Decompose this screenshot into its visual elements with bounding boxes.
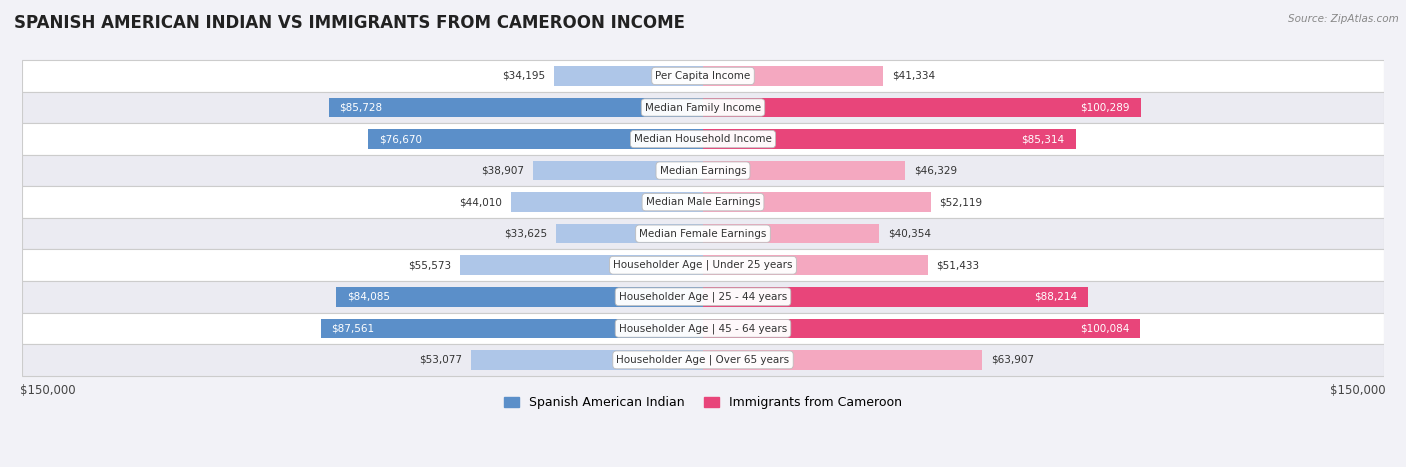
Bar xyxy=(22,155,1384,186)
Bar xyxy=(22,186,1384,218)
Text: $34,195: $34,195 xyxy=(502,71,546,81)
Text: $44,010: $44,010 xyxy=(460,197,502,207)
Bar xyxy=(336,287,703,306)
Text: $46,329: $46,329 xyxy=(914,166,957,176)
Text: Householder Age | Over 65 years: Householder Age | Over 65 years xyxy=(616,354,790,365)
Text: $33,625: $33,625 xyxy=(505,229,547,239)
Bar xyxy=(703,161,905,180)
Text: $55,573: $55,573 xyxy=(409,260,451,270)
Bar xyxy=(703,192,931,212)
Bar xyxy=(554,66,703,86)
Bar xyxy=(533,161,703,180)
Text: $51,433: $51,433 xyxy=(936,260,980,270)
Text: $52,119: $52,119 xyxy=(939,197,983,207)
Bar xyxy=(510,192,703,212)
Bar xyxy=(22,92,1384,123)
Legend: Spanish American Indian, Immigrants from Cameroon: Spanish American Indian, Immigrants from… xyxy=(499,391,907,414)
Bar xyxy=(329,98,703,117)
Bar xyxy=(703,224,879,243)
Text: $100,289: $100,289 xyxy=(1080,102,1130,113)
Text: $87,561: $87,561 xyxy=(332,323,375,333)
Bar xyxy=(557,224,703,243)
Bar xyxy=(703,287,1088,306)
Bar xyxy=(703,318,1140,338)
Bar xyxy=(460,255,703,275)
Text: Householder Age | 45 - 64 years: Householder Age | 45 - 64 years xyxy=(619,323,787,333)
Text: Householder Age | 25 - 44 years: Householder Age | 25 - 44 years xyxy=(619,291,787,302)
Bar xyxy=(703,255,928,275)
Text: $53,077: $53,077 xyxy=(419,355,463,365)
Bar xyxy=(703,98,1140,117)
Bar xyxy=(22,218,1384,249)
Text: $100,084: $100,084 xyxy=(1080,323,1129,333)
Text: $40,354: $40,354 xyxy=(889,229,931,239)
Text: $63,907: $63,907 xyxy=(991,355,1033,365)
Text: $41,334: $41,334 xyxy=(893,71,935,81)
Bar xyxy=(703,66,883,86)
Bar xyxy=(22,344,1384,375)
Text: Median Household Income: Median Household Income xyxy=(634,134,772,144)
Text: Median Family Income: Median Family Income xyxy=(645,102,761,113)
Text: $76,670: $76,670 xyxy=(380,134,422,144)
Bar xyxy=(22,281,1384,312)
Bar xyxy=(22,60,1384,92)
Bar xyxy=(22,249,1384,281)
Text: $85,314: $85,314 xyxy=(1022,134,1064,144)
Text: $85,728: $85,728 xyxy=(340,102,382,113)
Text: Householder Age | Under 25 years: Householder Age | Under 25 years xyxy=(613,260,793,270)
Bar xyxy=(471,350,703,370)
Bar xyxy=(703,350,981,370)
Bar xyxy=(22,123,1384,155)
Bar xyxy=(368,129,703,149)
Text: $84,085: $84,085 xyxy=(347,292,389,302)
Text: $88,214: $88,214 xyxy=(1035,292,1077,302)
Text: SPANISH AMERICAN INDIAN VS IMMIGRANTS FROM CAMEROON INCOME: SPANISH AMERICAN INDIAN VS IMMIGRANTS FR… xyxy=(14,14,685,32)
Text: Source: ZipAtlas.com: Source: ZipAtlas.com xyxy=(1288,14,1399,24)
Text: Median Earnings: Median Earnings xyxy=(659,166,747,176)
Bar xyxy=(22,312,1384,344)
Bar xyxy=(703,129,1076,149)
Text: $38,907: $38,907 xyxy=(481,166,524,176)
Text: Median Female Earnings: Median Female Earnings xyxy=(640,229,766,239)
Text: Per Capita Income: Per Capita Income xyxy=(655,71,751,81)
Bar xyxy=(321,318,703,338)
Text: Median Male Earnings: Median Male Earnings xyxy=(645,197,761,207)
